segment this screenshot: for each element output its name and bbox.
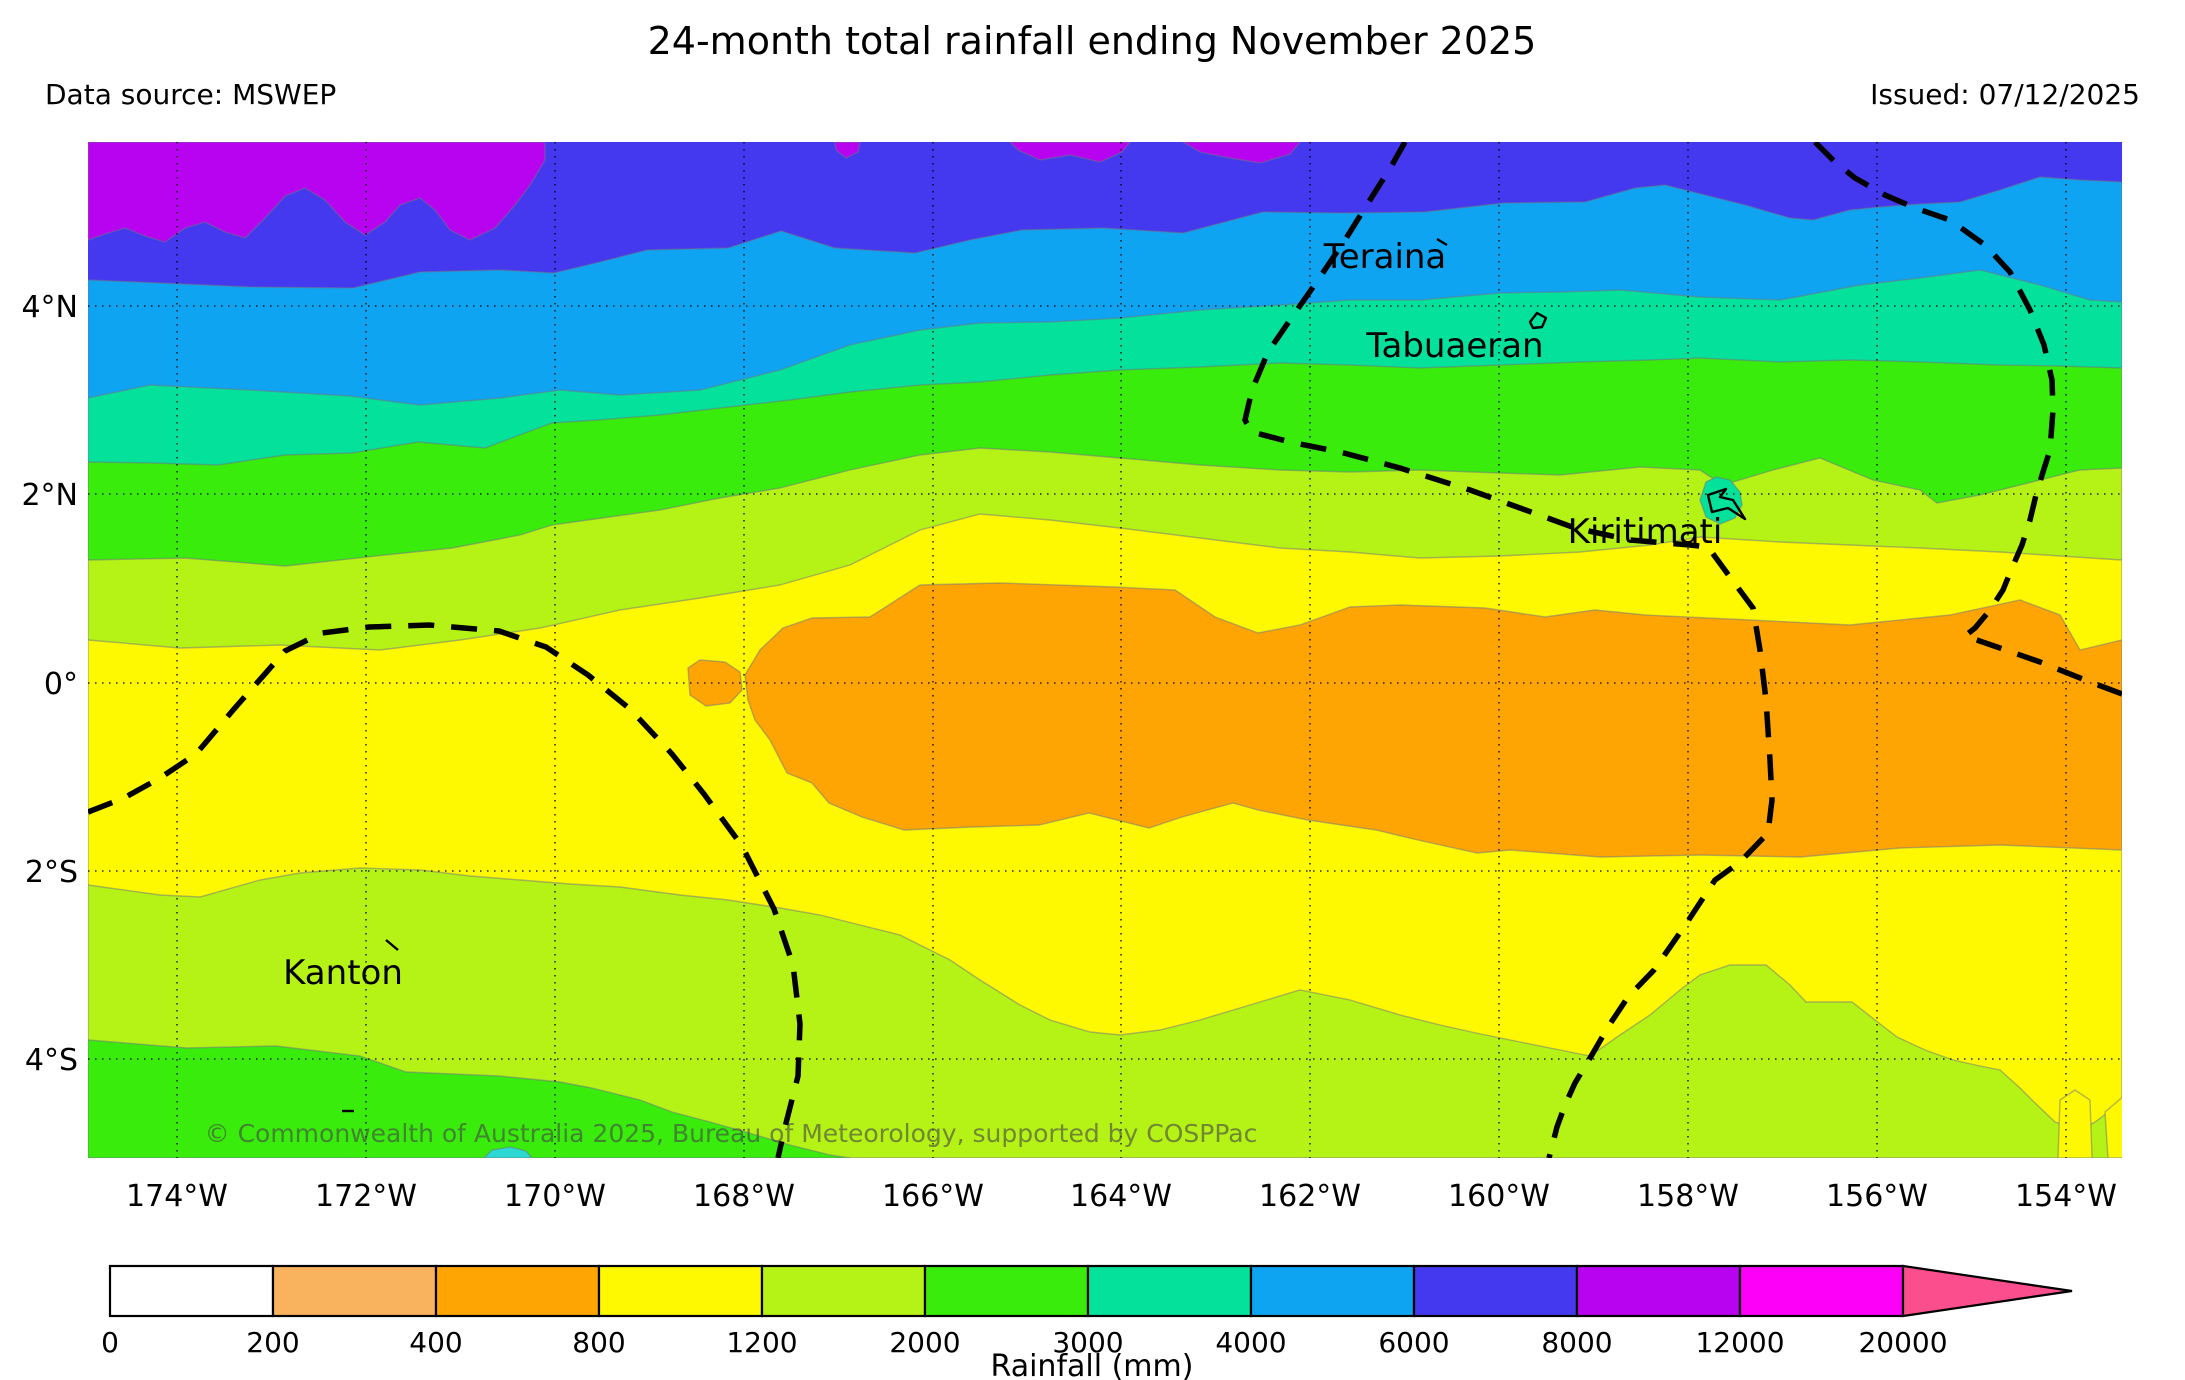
eez-boundary-lines: [88, 142, 2122, 1158]
kiritimati-teal-patch: [1699, 476, 1743, 525]
colorbar-segment: [923, 1264, 1090, 1318]
band-8000-12000-violet: [88, 142, 546, 243]
lon-tick-label: 156°W: [1826, 1179, 1928, 1214]
colorbar-overflow-arrow: [1901, 1264, 2073, 1318]
lat-tick-label: 0°: [44, 667, 78, 702]
band-8000-blip-1: [834, 142, 861, 159]
colorbar-segment: [760, 1264, 927, 1318]
colorbar-tick-label: 4000: [1215, 1326, 1286, 1359]
colorbar-tick-label: 6000: [1378, 1326, 1449, 1359]
longitude-axis: 174°W 172°W 170°W 168°W 166°W 164°W 162°W 160°W…: [126, 1179, 2117, 1214]
lat-tick-label: 4°N: [21, 290, 78, 325]
colorbar-tick-label: 0: [101, 1326, 119, 1359]
colorbar-tick-label: 2000: [889, 1326, 960, 1359]
colorbar-tick-label: 20000: [1858, 1326, 1947, 1359]
band-8000-blip-3: [1181, 142, 1301, 164]
colorbar-segment: [1249, 1264, 1416, 1318]
place-labels: Teraina Tabuaeran Kiritimati Kanton: [283, 237, 1722, 993]
kiritimati-island-outline: [1706, 487, 1747, 521]
lon-tick-label: 172°W: [315, 1179, 417, 1214]
colorbar-segment: [597, 1264, 764, 1318]
lon-tick-label: 162°W: [1259, 1179, 1361, 1214]
south-yellow-finger-1: [2057, 1089, 2093, 1158]
band-8000-blip-2: [1009, 142, 1131, 163]
lon-tick-label: 160°W: [1448, 1179, 1550, 1214]
colorbar-tick-label: 800: [572, 1326, 625, 1359]
page-title: 24-month total rainfall ending November …: [648, 19, 1537, 63]
kanton-island-tick: [385, 939, 399, 951]
map-plot-area: [88, 142, 2122, 1158]
colorbar-tick-label: 12000: [1695, 1326, 1784, 1359]
lon-tick-label: 170°W: [504, 1179, 606, 1214]
copyright-notice: © Commonwealth of Australia 2025, Bureau…: [205, 1119, 1258, 1148]
issued-label: Issued: 07/12/2025: [1870, 78, 2140, 111]
place-label-tabuaeran: Tabuaeran: [1365, 326, 1543, 366]
colorbar-title: Rainfall (mm): [991, 1349, 1194, 1380]
place-label-kiritimati: Kiritimati: [1568, 512, 1723, 552]
tabuaeran-island-outline: [1528, 311, 1548, 330]
place-label-kanton: Kanton: [283, 953, 403, 993]
latitude-axis: 4°N 2°N 0° 2°S 4°S: [21, 290, 78, 1078]
place-label-teraina: Teraina: [1323, 237, 1447, 277]
lat-tick-label: 2°S: [25, 855, 78, 890]
colorbar: 0 200 400 800 1200 2000 3000 4000 6000 8000 12000 2…: [101, 1264, 2073, 1359]
colorbar-segment: [1738, 1264, 1905, 1318]
south-yellow-finger-2: [2104, 1096, 2122, 1158]
colorbar-segment: [1575, 1264, 1742, 1318]
colorbar-segment: [1412, 1264, 1579, 1318]
south-cyan-blip: [483, 1146, 533, 1158]
lon-tick-label: 166°W: [882, 1179, 984, 1214]
lon-tick-label: 154°W: [2015, 1179, 2117, 1214]
lon-tick-label: 174°W: [126, 1179, 228, 1214]
graticule-grid: [88, 142, 2122, 1158]
lon-tick-label: 164°W: [1070, 1179, 1172, 1214]
lon-tick-label: 168°W: [693, 1179, 795, 1214]
colorbar-segment: [434, 1264, 601, 1318]
colorbar-segment: [271, 1264, 438, 1318]
colorbar-tick-label: 1200: [726, 1326, 797, 1359]
colorbar-tick-label: 400: [409, 1326, 462, 1359]
teraina-island-tick: [1436, 237, 1448, 247]
south-band-2000-3000-green: [88, 1039, 851, 1158]
lat-tick-label: 4°S: [25, 1043, 78, 1078]
colorbar-segment: [1086, 1264, 1253, 1318]
island-outlines: [342, 237, 1747, 1113]
band-400-800-orange-main: [744, 582, 2122, 858]
eez-phoenix-arc: [88, 622, 803, 1158]
colorbar-tick-label: 200: [246, 1326, 299, 1359]
data-source-label: Data source: MSWEP: [45, 78, 336, 111]
colorbar-tick-label: 3000: [1052, 1326, 1123, 1359]
lat-tick-label: 2°N: [21, 478, 78, 513]
colorbar-segment: [108, 1264, 275, 1318]
band-400-800-orange-fragment: [687, 659, 743, 707]
colorbar-tick-label: 8000: [1541, 1326, 1612, 1359]
lon-tick-label: 158°W: [1637, 1179, 1739, 1214]
eez-line-islands-east: [1813, 142, 2122, 697]
